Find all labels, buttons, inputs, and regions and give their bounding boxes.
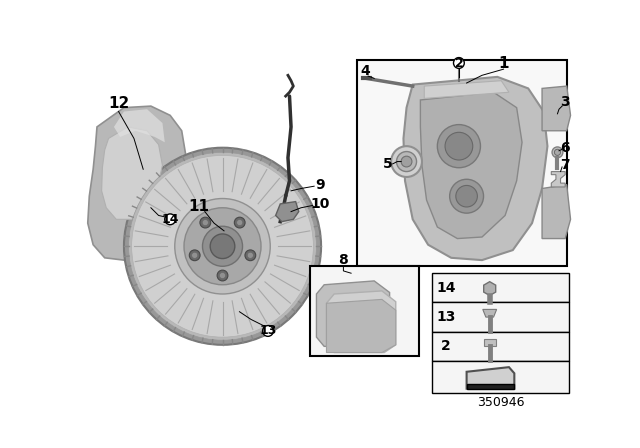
- Polygon shape: [420, 92, 522, 238]
- Circle shape: [189, 250, 200, 261]
- Circle shape: [220, 272, 225, 279]
- Polygon shape: [403, 77, 547, 260]
- Text: 3: 3: [561, 95, 570, 108]
- Polygon shape: [467, 367, 515, 389]
- Circle shape: [164, 214, 175, 225]
- Polygon shape: [467, 384, 515, 389]
- Polygon shape: [276, 202, 299, 222]
- Text: 6: 6: [561, 141, 570, 155]
- Circle shape: [132, 155, 314, 337]
- Polygon shape: [551, 172, 565, 187]
- Circle shape: [217, 270, 228, 281]
- Text: 12: 12: [108, 96, 129, 111]
- Text: 14: 14: [161, 213, 179, 226]
- Circle shape: [455, 58, 463, 65]
- Circle shape: [397, 151, 417, 172]
- Text: 2: 2: [441, 340, 451, 353]
- Bar: [484, 339, 496, 346]
- Text: 1: 1: [499, 56, 509, 70]
- Text: 7: 7: [561, 159, 570, 172]
- Polygon shape: [326, 291, 396, 353]
- Circle shape: [445, 132, 473, 160]
- Circle shape: [437, 125, 481, 168]
- Bar: [357, 60, 566, 266]
- Polygon shape: [102, 127, 163, 220]
- Circle shape: [237, 220, 243, 226]
- Circle shape: [234, 217, 245, 228]
- Text: 13: 13: [436, 310, 456, 324]
- Bar: [432, 332, 569, 361]
- Circle shape: [129, 152, 316, 340]
- Circle shape: [200, 217, 211, 228]
- Bar: [432, 361, 569, 393]
- Polygon shape: [484, 282, 496, 296]
- Circle shape: [210, 234, 235, 258]
- Circle shape: [262, 326, 273, 336]
- Circle shape: [450, 179, 484, 213]
- Circle shape: [554, 149, 561, 155]
- Polygon shape: [88, 106, 186, 260]
- Polygon shape: [114, 109, 164, 142]
- Circle shape: [247, 252, 253, 258]
- Text: 9: 9: [316, 178, 325, 192]
- Text: 8: 8: [339, 253, 348, 267]
- Circle shape: [391, 146, 422, 177]
- Circle shape: [245, 250, 256, 261]
- Bar: [310, 266, 419, 356]
- Circle shape: [191, 252, 198, 258]
- Circle shape: [175, 198, 270, 294]
- Polygon shape: [483, 310, 497, 317]
- Polygon shape: [424, 81, 509, 99]
- Circle shape: [202, 220, 209, 226]
- Polygon shape: [326, 299, 396, 353]
- Text: 350946: 350946: [477, 396, 524, 409]
- Bar: [432, 302, 569, 332]
- Text: 13: 13: [259, 324, 276, 337]
- Circle shape: [454, 58, 464, 69]
- Circle shape: [552, 147, 563, 158]
- Bar: [432, 273, 569, 302]
- Polygon shape: [542, 86, 570, 131]
- Text: 4: 4: [360, 64, 370, 78]
- Circle shape: [124, 148, 321, 345]
- Circle shape: [202, 226, 243, 266]
- Polygon shape: [542, 185, 570, 238]
- Polygon shape: [316, 281, 390, 346]
- Text: 5: 5: [383, 157, 393, 171]
- Circle shape: [184, 208, 261, 285]
- Text: 10: 10: [310, 197, 330, 211]
- Circle shape: [401, 156, 412, 167]
- Circle shape: [456, 185, 477, 207]
- Text: 2: 2: [454, 56, 463, 69]
- Text: 14: 14: [436, 281, 456, 295]
- Text: 11: 11: [188, 199, 209, 214]
